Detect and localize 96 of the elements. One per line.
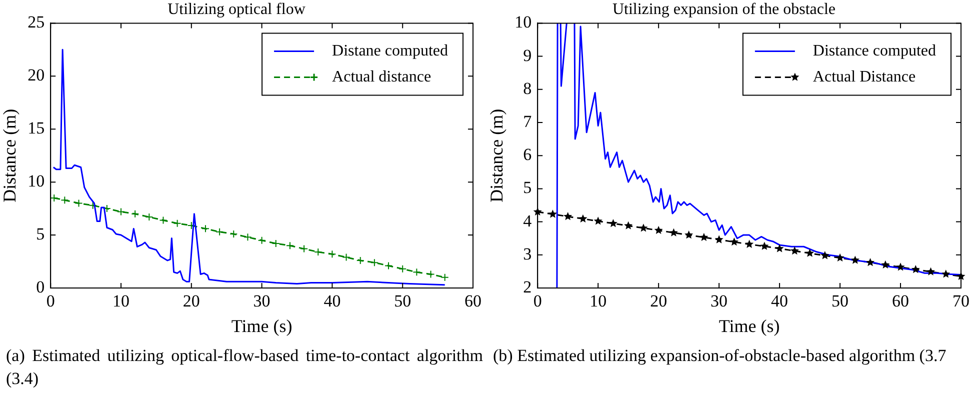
point (88, 201, 97, 210)
point (131, 210, 140, 218)
point (836, 253, 844, 262)
x-tick-label: 60 (464, 292, 482, 311)
point (850, 256, 860, 264)
point (300, 244, 308, 253)
point (896, 262, 905, 271)
point (356, 256, 364, 264)
point (700, 232, 708, 241)
point (314, 248, 322, 256)
y-axis-title: Distance (m) (0, 108, 20, 202)
point (173, 219, 182, 228)
y-tick-label: 3 (523, 244, 532, 264)
point (286, 242, 294, 250)
point (60, 196, 69, 204)
point (440, 273, 449, 282)
y-axis-title: Distance (m) (486, 108, 507, 202)
y-tick-label: 0 (36, 277, 45, 296)
y-tick-label: 25 (28, 12, 45, 32)
point (370, 258, 378, 267)
y-tick-label: 10 (514, 12, 532, 32)
point (942, 270, 950, 278)
point (159, 216, 168, 224)
x-tick-label: 40 (771, 292, 788, 311)
x-tick-label: 40 (324, 292, 341, 311)
point (74, 199, 83, 208)
y-tick-label: 5 (36, 224, 45, 244)
legend-label: Actual Distance (812, 68, 916, 86)
x-axis-title: Time (s) (718, 316, 780, 336)
point (201, 224, 210, 233)
x-tick-label: 10 (112, 292, 130, 311)
chart-title: Utilizing expansion of the obstacle (612, 0, 836, 18)
y-tick-label: 8 (523, 78, 532, 98)
x-axis-title: Time (s) (231, 316, 292, 336)
x-tick-label: 10 (590, 292, 607, 311)
point (216, 228, 224, 236)
point (230, 230, 238, 238)
y-tick-label: 6 (523, 145, 532, 164)
point (669, 228, 678, 236)
point (639, 224, 648, 232)
point (117, 208, 125, 216)
text: (a) Estimated utilizing optical-flow-based time-to-contact algorithm (3.4) (5, 345, 484, 390)
x-tick-label: 50 (394, 292, 412, 311)
point (608, 218, 618, 228)
point (624, 221, 633, 230)
point (866, 258, 875, 266)
point (398, 264, 407, 273)
point (760, 242, 769, 250)
point (926, 267, 936, 276)
legend-label: Actual distance (332, 68, 432, 86)
x-tick-label: 20 (182, 292, 200, 311)
point (714, 235, 724, 244)
point (426, 270, 435, 278)
text: (b) Estimated utilizing expansion-of-obstacle-based algorithm (3.7 (492, 345, 948, 367)
point (881, 260, 890, 268)
x-tick-label: 70 (952, 292, 970, 311)
point (684, 230, 694, 239)
x-tick-label: 30 (710, 292, 728, 311)
point (244, 233, 252, 242)
point (145, 213, 154, 222)
x-tick-label: 60 (892, 292, 910, 311)
point (258, 236, 266, 244)
y-tick-label: 20 (28, 66, 45, 85)
y-tick-label: 4 (523, 211, 532, 230)
point (384, 262, 393, 270)
y-tick-label: 5 (523, 178, 532, 198)
point (806, 248, 814, 257)
point (564, 212, 572, 220)
chart-title: Utilizing optical flow (168, 0, 306, 18)
point (187, 222, 196, 230)
point (102, 204, 111, 213)
point (911, 264, 920, 274)
point (730, 237, 738, 246)
y-tick-label: 9 (523, 46, 532, 65)
point (328, 250, 336, 258)
x-tick-label: 50 (832, 292, 849, 311)
y-tick-label: 10 (28, 172, 45, 191)
point (50, 194, 58, 202)
point (412, 268, 421, 276)
point (654, 226, 663, 234)
y-tick-label: 15 (28, 118, 45, 138)
point (745, 240, 754, 248)
point (820, 251, 830, 260)
point (790, 246, 799, 255)
point (342, 253, 350, 262)
point (548, 210, 557, 218)
legend-label: Distance computed (812, 42, 936, 60)
y-tick-label: 2 (523, 277, 532, 296)
x-tick-label: 20 (650, 292, 668, 311)
point (594, 216, 602, 225)
point (578, 214, 588, 222)
legend-label: Distane computed (332, 42, 448, 60)
point (775, 244, 784, 252)
point (272, 240, 280, 248)
y-tick-label: 7 (523, 112, 532, 131)
x-tick-label: 30 (253, 292, 270, 311)
